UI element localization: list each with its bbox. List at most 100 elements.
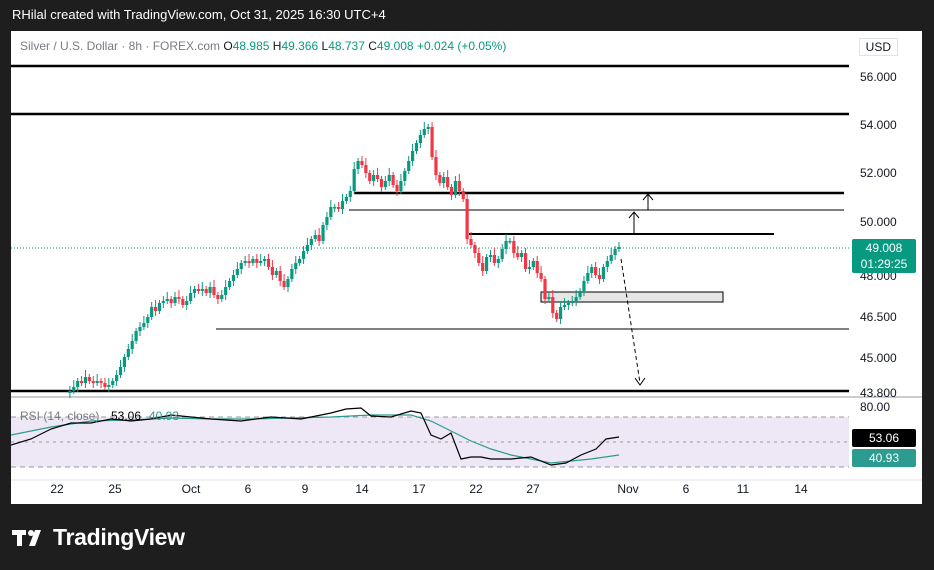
candle-body <box>251 259 255 263</box>
current-price-label: 49.008 <box>866 241 903 255</box>
candle-body <box>434 157 438 175</box>
arrow-up-small[interactable] <box>628 211 640 234</box>
candle-body <box>212 287 216 295</box>
candle-body <box>266 259 271 267</box>
candle-body <box>516 253 520 257</box>
candle-body <box>333 207 337 209</box>
candle-body <box>403 171 407 181</box>
candle-body <box>407 161 411 171</box>
candle-body <box>605 261 609 267</box>
candle-body <box>227 281 232 287</box>
candle-body <box>99 381 103 383</box>
candle-body <box>325 217 329 225</box>
time-tick-label: 22 <box>469 482 483 496</box>
price-axis[interactable]: 56.00054.00052.00050.00048.00046.50045.0… <box>860 70 897 400</box>
open-value: 48.985 <box>232 39 270 53</box>
candlestick-series <box>68 122 621 398</box>
candle-body <box>68 391 72 393</box>
candle-body <box>192 289 197 293</box>
candle-body <box>360 161 364 165</box>
rsi-line <box>11 407 620 466</box>
candle-body <box>379 179 384 187</box>
time-tick-label: 22 <box>50 482 64 496</box>
time-tick-label: 14 <box>355 482 369 496</box>
footer-brand: TradingView <box>12 524 185 551</box>
candle-body <box>477 253 481 263</box>
candle-body <box>523 253 528 269</box>
candle-body <box>375 175 380 179</box>
arrow-down-projection[interactable] <box>620 258 646 386</box>
time-tick-label: Oct <box>182 482 201 496</box>
rsi-upper-label: 80.00 <box>860 400 890 414</box>
rsi-legend[interactable]: RSI (14, close) <box>20 409 99 423</box>
candle-body <box>449 187 454 195</box>
candle-body <box>496 259 500 263</box>
candle-body <box>290 269 294 279</box>
candle-body <box>601 267 606 279</box>
candle-body <box>142 323 146 327</box>
time-tick-label: Nov <box>617 482 638 496</box>
candle-body <box>457 181 461 191</box>
candle-body <box>551 297 555 313</box>
rsi-legend-value: 53.06 <box>111 409 141 423</box>
candle-body <box>352 169 356 191</box>
candle-body <box>574 297 578 301</box>
close-label: C <box>368 39 377 53</box>
candle-body <box>558 307 563 319</box>
symbol-legend[interactable]: Silver / U.S. Dollar · 8h · FOREX.com O4… <box>20 39 506 53</box>
rsi-legend-ma: 40.93 <box>149 409 179 423</box>
chart-canvas[interactable]: 56.00054.00052.00050.00048.00046.50045.0… <box>11 31 922 504</box>
candle-body <box>348 191 352 197</box>
candle-body <box>391 175 395 185</box>
open-label: O <box>223 39 233 53</box>
price-tick-label: 54.000 <box>860 118 897 132</box>
candle-body <box>492 255 496 263</box>
candle-body <box>200 289 204 291</box>
candle-body <box>153 307 158 311</box>
arrow-up-large[interactable] <box>642 193 654 210</box>
candle-body <box>329 207 333 217</box>
candle-body <box>177 297 181 299</box>
candle-body <box>274 271 278 275</box>
candle-body <box>146 317 150 323</box>
candle-body <box>208 287 212 293</box>
candle-body <box>161 301 165 303</box>
candle-body <box>107 385 111 387</box>
candle-body <box>594 267 598 275</box>
candle-body <box>422 129 426 135</box>
time-tick-label: 6 <box>683 482 690 496</box>
high-label: H <box>272 39 282 53</box>
candle-body <box>442 177 446 183</box>
candle-body <box>500 249 504 259</box>
candle-body <box>294 263 298 269</box>
candle-body <box>512 241 516 253</box>
candle-body <box>138 327 142 331</box>
time-axis[interactable]: 22 25 Oct 6 9 14 17 22 27 Nov 6 11 14 <box>50 482 808 496</box>
candle-body <box>555 313 559 319</box>
candle-body <box>535 261 539 273</box>
candle-body <box>173 297 177 303</box>
candle-body <box>95 381 99 383</box>
high-value: 49.366 <box>281 39 319 53</box>
candle-body <box>309 239 313 245</box>
candle-body <box>103 383 107 387</box>
candle-body <box>126 349 130 357</box>
candle-body <box>410 151 415 161</box>
currency-button[interactable]: USD <box>858 38 898 56</box>
candle-body <box>157 303 162 311</box>
candle-body <box>317 235 321 241</box>
candle-body <box>508 241 512 243</box>
candle-body <box>597 275 602 279</box>
candle-body <box>617 247 621 249</box>
candle-body <box>231 275 236 281</box>
demand-zone-box[interactable] <box>540 291 724 303</box>
candle-body <box>282 281 286 287</box>
candle-body <box>414 143 419 151</box>
candle-body <box>446 177 450 187</box>
chart-frame[interactable]: 56.000 54.000 52.000 50.000 48.000 46.500 45.0… <box>11 31 922 504</box>
candle-body <box>255 259 259 263</box>
candle-body <box>239 263 243 269</box>
rsi-band <box>11 417 849 467</box>
candle-body <box>469 239 473 245</box>
candle-body <box>72 387 76 391</box>
